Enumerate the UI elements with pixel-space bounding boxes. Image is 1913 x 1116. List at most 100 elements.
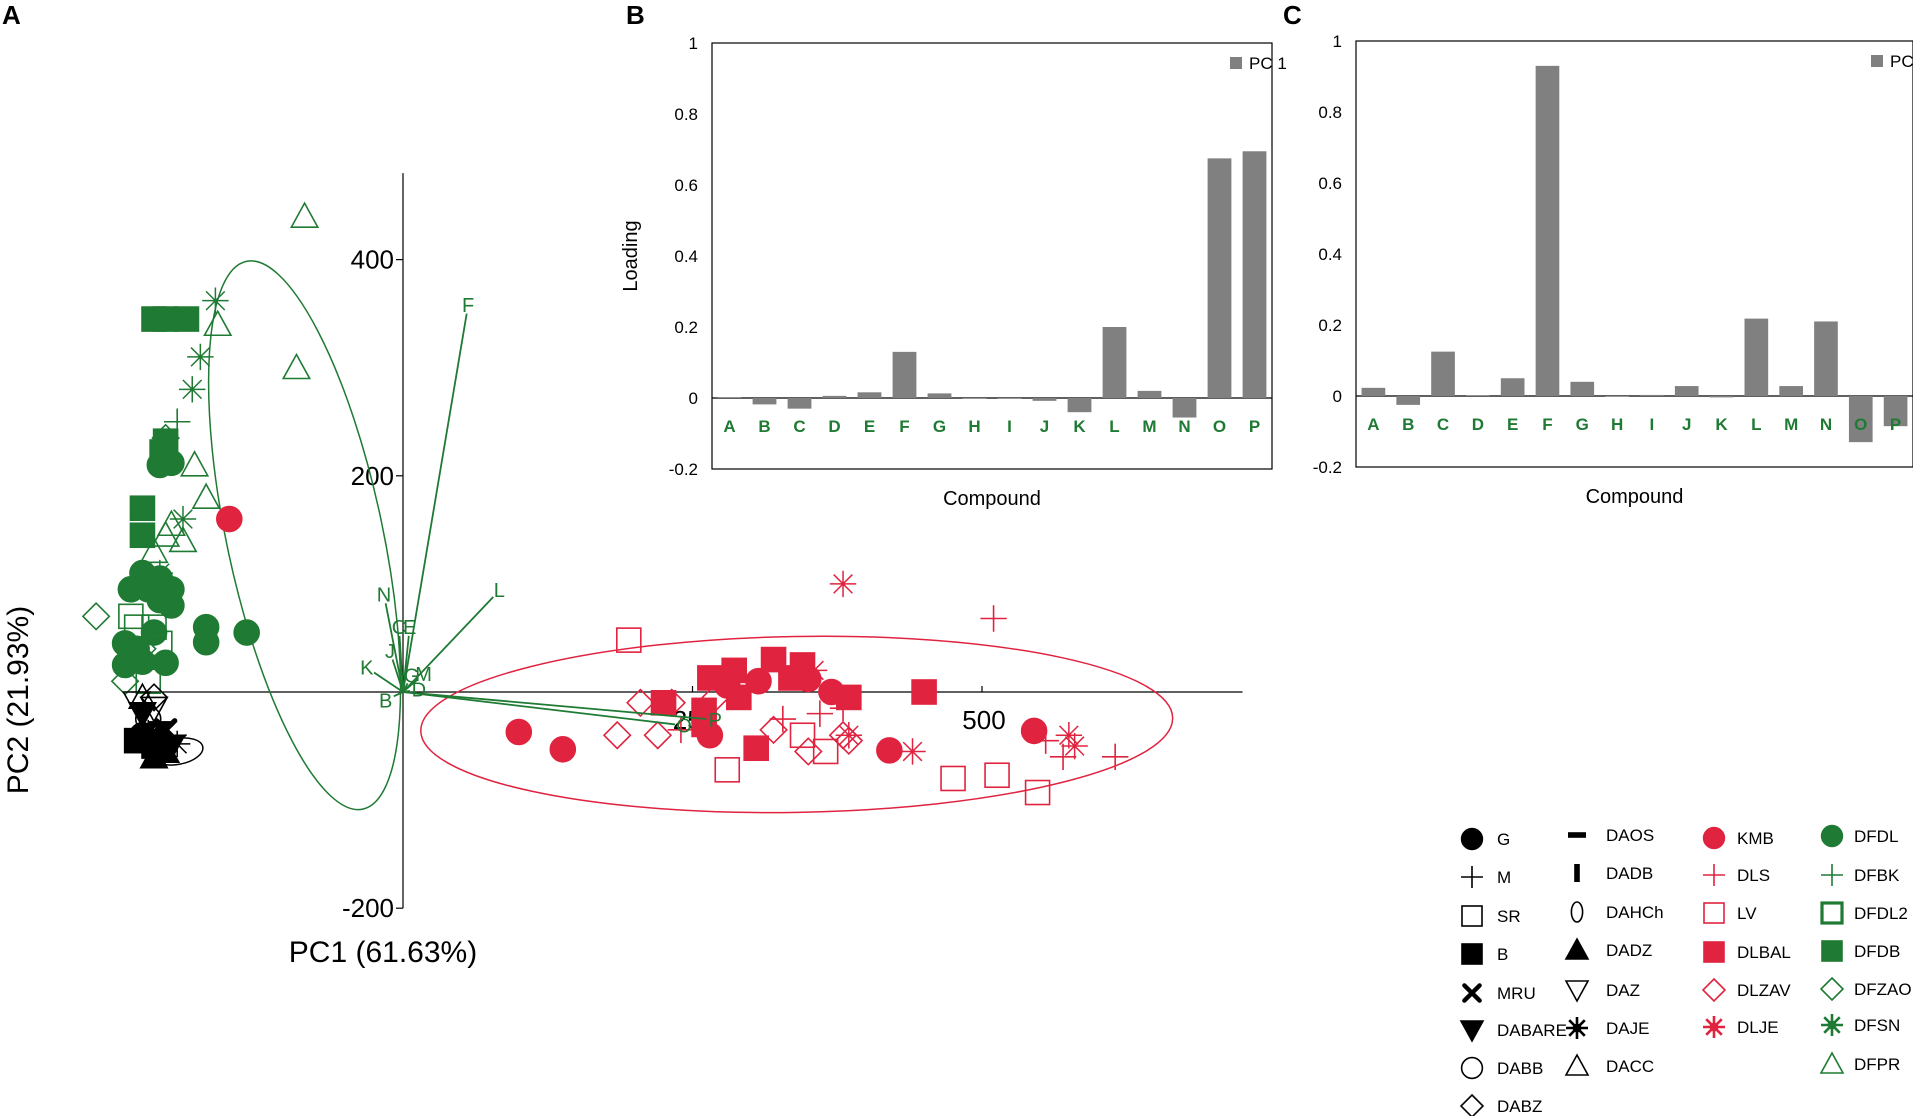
data-point [147, 630, 173, 657]
data-point [187, 343, 214, 371]
bar [962, 398, 987, 399]
vector-label: L [494, 580, 505, 602]
bar [717, 397, 742, 398]
data-point [163, 730, 191, 758]
vector-label: F [462, 295, 474, 317]
category-label: K [1715, 415, 1728, 434]
category-label: C [1437, 415, 1449, 434]
legend-marker [1703, 941, 1725, 963]
loading-vector [402, 679, 418, 693]
legend-label: DACC [1606, 1057, 1654, 1076]
category-label: F [899, 417, 909, 436]
loading-vector [402, 635, 410, 693]
loading-vector [402, 691, 676, 726]
legend-marker [1461, 943, 1483, 965]
category-label: P [1249, 417, 1260, 436]
data-point [134, 705, 162, 733]
legend-label: DFBK [1854, 866, 1900, 885]
y-tick-label: 0.2 [1318, 316, 1342, 335]
category-label: L [1109, 417, 1119, 436]
data-point [643, 720, 673, 750]
x-axis-label: PC1 (61.63%) [289, 936, 477, 969]
data-point [829, 695, 857, 722]
category-label: N [1178, 417, 1190, 436]
legend-marker [1460, 827, 1484, 851]
data-point [139, 683, 169, 712]
legend-label: DLS [1737, 866, 1770, 885]
data-point [769, 705, 797, 733]
panel-label-b: B [626, 0, 645, 30]
category-label: I [1650, 415, 1655, 434]
loading-vector [373, 671, 404, 693]
legend-marker [1459, 1093, 1485, 1116]
y-tick-label: -0.2 [669, 460, 698, 479]
plot-frame [711, 42, 1273, 470]
category-label: A [723, 417, 735, 436]
category-label: K [1073, 417, 1086, 436]
data-point [192, 613, 220, 641]
legend-marker [1564, 1053, 1590, 1076]
legend-marker [1703, 864, 1725, 886]
data-point [203, 309, 233, 337]
legend-label: DLZAV [1737, 981, 1791, 1000]
y-tick-label: 400 [351, 245, 394, 275]
scatter-legend: GM SR B MRU DABARE DABB DABZ DAOS DADB DAHCh DADZ D… [1459, 824, 1912, 1116]
legend-marker [1701, 977, 1727, 1003]
data-point [667, 716, 695, 744]
vector-label: B [379, 690, 392, 712]
data-point [743, 735, 769, 762]
bar [752, 398, 777, 405]
data-point [789, 722, 816, 749]
y-tick-label: 1 [689, 34, 698, 53]
legend-marker [1821, 864, 1843, 886]
bar [1744, 318, 1769, 396]
y-tick-label: -200 [342, 893, 394, 923]
confidence-ellipse-red [420, 635, 1174, 814]
category-label: P [1890, 415, 1901, 434]
data-point [760, 646, 787, 673]
legend-marker [1821, 940, 1843, 962]
category-label: E [1507, 415, 1518, 434]
legend-marker [1819, 976, 1845, 1002]
bar [892, 351, 917, 398]
data-point [812, 738, 839, 765]
vector-label: D [412, 679, 426, 701]
data-point [899, 738, 926, 765]
legend-marker-core [1709, 1022, 1719, 1032]
legend-label: KMB [1737, 829, 1774, 848]
category-label: I [1007, 417, 1012, 436]
category-label: E [864, 417, 875, 436]
bar [1137, 390, 1162, 398]
legend-label: G [1497, 830, 1510, 849]
y-tick-label: 0 [1333, 387, 1342, 406]
data-point [158, 449, 185, 477]
bar [1361, 387, 1386, 396]
category-label: N [1820, 415, 1832, 434]
data-point [127, 682, 158, 710]
loading-vector [398, 635, 404, 693]
category-label: H [968, 417, 980, 436]
category-label: O [1213, 417, 1226, 436]
category-label: M [1784, 415, 1798, 434]
legend-marker-core [1572, 1023, 1582, 1033]
bar [1779, 386, 1803, 396]
data-point [616, 627, 642, 653]
data-point [1061, 732, 1088, 760]
category-label: M [1142, 417, 1156, 436]
category-label: B [1402, 415, 1414, 434]
legend-label: DABZ [1497, 1097, 1542, 1116]
data-point [1020, 717, 1048, 745]
data-point [290, 201, 320, 228]
legend-marker [1820, 901, 1844, 925]
y-axis-label: PC2 (21.93%) [2, 606, 35, 794]
legend-marker [1462, 983, 1482, 1003]
data-point [505, 718, 533, 746]
data-point [216, 505, 243, 533]
category-label: A [1367, 415, 1379, 434]
data-point [158, 592, 185, 619]
y-tick-label: 200 [351, 461, 394, 491]
data-point [835, 722, 863, 749]
data-point [984, 762, 1010, 789]
legend-label: DAHCh [1606, 903, 1664, 922]
